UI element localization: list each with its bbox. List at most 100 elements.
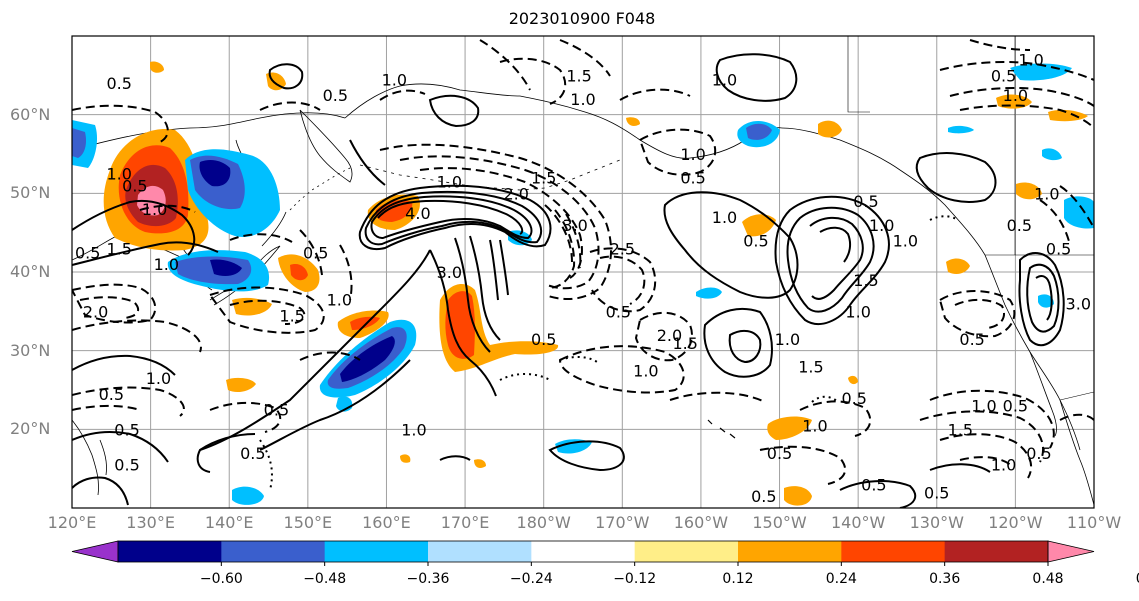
colorbar-bin (428, 541, 532, 562)
cool-patch (72, 128, 87, 158)
contour-label: 1.0 (570, 90, 595, 109)
contour-label: 1.0 (437, 173, 462, 192)
contour-label: 2.5 (610, 239, 635, 258)
contour-label: 3.0 (562, 216, 587, 235)
contour-label: 0.5 (114, 420, 139, 439)
contour-label: 1.0 (845, 302, 870, 321)
longitude-tick-label: 110°W (1066, 513, 1122, 532)
warm-patch (290, 264, 308, 281)
warm-patch (226, 377, 256, 392)
colorbar-bin (944, 541, 1049, 562)
contour-label: 0.5 (1026, 444, 1051, 463)
cool-patch (1042, 148, 1062, 161)
longitude-tick-label: 140°E (204, 513, 254, 532)
contour-label: 1.0 (146, 369, 171, 388)
contour-label: 3.0 (1066, 294, 1091, 313)
cool-patch (696, 287, 722, 299)
cool-patch (199, 160, 231, 187)
colorbar-tick-label: −0.48 (303, 571, 347, 587)
contour-label: 0.5 (264, 401, 289, 420)
contour-label: 0.5 (99, 385, 124, 404)
colorbar-bin (634, 541, 739, 562)
colorbar-tick-label: 0.60 (1136, 571, 1139, 587)
latitude-tick-label: 60°N (10, 104, 51, 124)
contours (72, 53, 1065, 508)
dotted-contours (259, 215, 959, 491)
contour-label: 0.5 (1003, 397, 1028, 416)
contour-label: 1.5 (566, 66, 591, 85)
contour-label: 1.0 (401, 420, 426, 439)
contour-label: 0.5 (751, 487, 776, 506)
contour-label: 0.5 (122, 176, 147, 195)
contour-label: 2.0 (657, 326, 682, 345)
contour-label: 1.5 (853, 271, 878, 290)
contour-label: 0.5 (853, 192, 878, 211)
contour-label: 1.0 (680, 145, 705, 164)
contour-label: 1.0 (1018, 51, 1043, 70)
colorbar-tick-label: −0.60 (199, 571, 243, 587)
longitude-tick-label: 180°W (516, 513, 571, 532)
cool-patch (746, 123, 772, 140)
contour-label: 0.5 (743, 232, 768, 251)
contour-label: 0.5 (303, 243, 328, 262)
contour-label: 0.5 (959, 330, 984, 349)
colorbar-bin (841, 541, 946, 562)
cool-patch (1038, 294, 1054, 308)
contour-label: 2.0 (83, 302, 108, 321)
warm-patch (626, 117, 640, 126)
colorbar-extend-max (1047, 540, 1095, 563)
warm-patch (848, 375, 858, 385)
longitude-tick-label: 150°E (283, 513, 333, 532)
warm-patch (818, 120, 842, 138)
contour-label: 3.0 (437, 263, 462, 282)
cool-patch (1064, 196, 1094, 229)
colorbar-bin (738, 541, 842, 562)
colorbar-bin (221, 541, 326, 562)
longitude-tick-label: 170°E (440, 513, 490, 532)
contour-label: 0.5 (767, 444, 792, 463)
contour-label: 1.0 (712, 70, 737, 89)
longitude-tick-label: 130°E (126, 513, 175, 532)
contour-label: 1.0 (106, 165, 131, 184)
colorbar-frame (117, 540, 1049, 563)
longitude-tick-label: 120°W (988, 513, 1043, 532)
contour-label: 0.5 (1007, 216, 1032, 235)
contour-label: 1.0 (154, 255, 179, 274)
cool-patch (210, 259, 242, 276)
colorbar-tick-label: 0.48 (1032, 571, 1064, 587)
warm-patch (946, 258, 970, 274)
longitude-tick-label: 150°W (752, 513, 807, 532)
latitude-tick-label: 50°N (10, 183, 51, 203)
contour-label: 1.5 (531, 169, 556, 188)
longitude-tick-label: 160°E (362, 513, 411, 532)
colorbar-tick-label: −0.12 (613, 571, 657, 587)
longitude-tick-label: 170°W (595, 513, 650, 532)
contour-label: 1.0 (971, 397, 996, 416)
colorbar-bin (118, 541, 222, 562)
contour-label: 0.5 (240, 444, 265, 463)
colorbar (71, 540, 1095, 566)
contour-label: 1.5 (948, 420, 973, 439)
cool-patch (948, 125, 974, 134)
contour-label: 0.5 (1046, 239, 1071, 258)
contour-label: 1.0 (142, 200, 167, 219)
contour-label: 1.0 (1003, 86, 1028, 105)
contour-label: 1.0 (802, 416, 827, 435)
contour-label: 1.0 (712, 208, 737, 227)
contour-label: 1.5 (106, 239, 131, 258)
warm-patch (1016, 182, 1042, 200)
warm-patch (400, 454, 411, 463)
cool-patch (340, 336, 395, 382)
contour-label: 0.5 (531, 330, 556, 349)
contour-label: 1.0 (382, 70, 407, 89)
warm-patch (150, 61, 164, 73)
warm-patch (784, 486, 812, 506)
map-title: 2023010900 F048 (508, 9, 656, 28)
contour-label: 0.5 (924, 483, 949, 502)
contour-labels: 0.5 1.00.51.51.01.01.00.51.01.00.51.01.51… (75, 51, 1091, 507)
contour-label: 0.5 (991, 66, 1016, 85)
colorbar-bin (531, 541, 636, 562)
contour-label: 0.5 (680, 169, 705, 188)
longitude-tick-label: 160°W (673, 513, 729, 532)
